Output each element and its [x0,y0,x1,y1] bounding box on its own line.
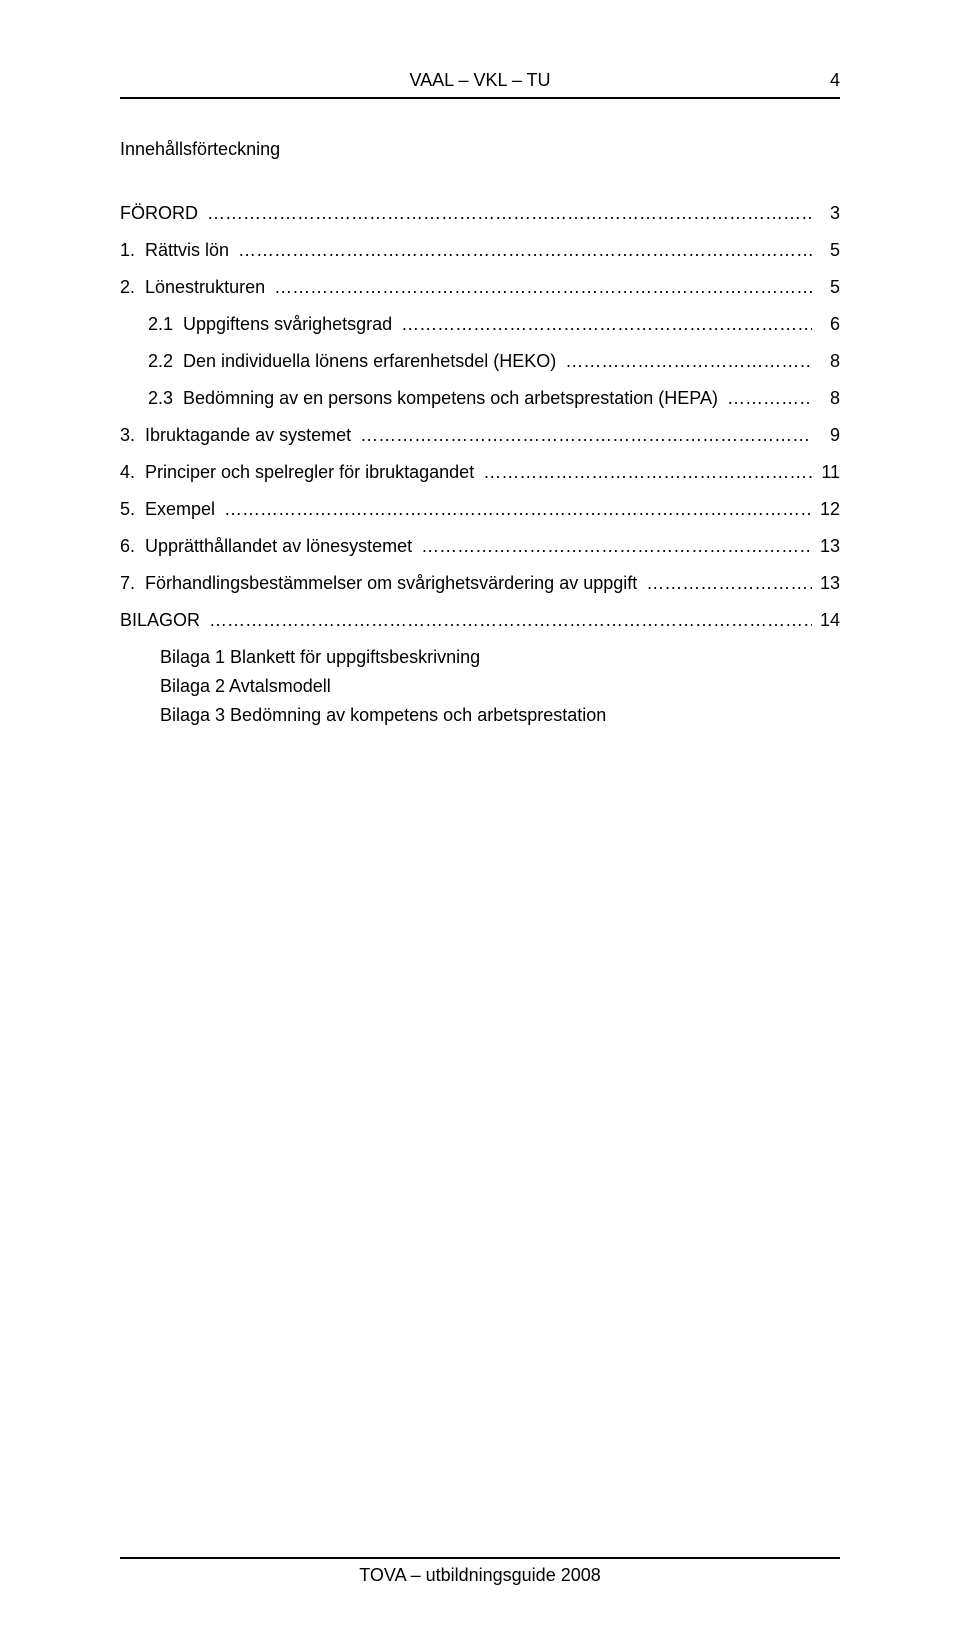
toc-entry-label: 2.1 Uppgiftens svårighetsgrad [148,311,397,338]
toc-leader: …………………………………………………………………………………………………………… [723,385,812,412]
toc-entry-label: 2.3 Bedömning av en persons kompetens oc… [148,385,723,412]
toc-row: 7. Förhandlingsbestämmelser om svårighet… [120,570,840,597]
toc-row: 1. Rättvis lön …………………………………………………………………… [120,237,840,264]
toc-entry-page: 13 [812,570,840,597]
toc-leader: …………………………………………………………………………………………………………… [479,459,812,486]
toc-entry-page: 11 [812,459,840,486]
toc-entry-page: 6 [812,311,840,338]
toc-row: 2.2 Den individuella lönens erfarenhetsd… [148,348,840,375]
toc-row: 2.3 Bedömning av en persons kompetens oc… [148,385,840,412]
toc-entry-label: 5. Exempel [120,496,220,523]
toc-entry-label: BILAGOR [120,607,205,634]
attachment-line: Bilaga 1 Blankett för uppgiftsbeskrivnin… [160,644,840,671]
toc-row: 4. Principer och spelregler för ibruktag… [120,459,840,486]
toc-leader: …………………………………………………………………………………………………………… [356,422,812,449]
toc-leader: …………………………………………………………………………………………………………… [561,348,812,375]
toc-heading: Innehållsförteckning [120,139,840,160]
toc-leader: …………………………………………………………………………………………………………… [234,237,812,264]
toc-entry-label: 2.2 Den individuella lönens erfarenhetsd… [148,348,561,375]
toc-entry-page: 3 [812,200,840,227]
spacer [120,731,840,1557]
toc-entry-page: 13 [812,533,840,560]
header-title: VAAL – VKL – TU [409,70,550,91]
toc-entry-label: FÖRORD [120,200,203,227]
toc-entry-label: 6. Upprätthållandet av lönesystemet [120,533,417,560]
toc-entry-page: 12 [812,496,840,523]
page-header: VAAL – VKL – TU 4 [120,70,840,97]
toc-entry-page: 8 [812,385,840,412]
toc-entry-label: 7. Förhandlingsbestämmelser om svårighet… [120,570,642,597]
page: VAAL – VKL – TU 4 Innehållsförteckning F… [0,0,960,1646]
toc-entry-label: 2. Lönestrukturen [120,274,270,301]
toc-entry-label: 1. Rättvis lön [120,237,234,264]
toc-row: BILAGOR ……………………………………………………………………………………… [120,607,840,634]
attachment-line: Bilaga 3 Bedömning av kompetens och arbe… [160,702,840,729]
toc-leader: …………………………………………………………………………………………………………… [642,570,812,597]
toc-entry-page: 9 [812,422,840,449]
toc-leader: …………………………………………………………………………………………………………… [417,533,812,560]
toc-entry-page: 5 [812,237,840,264]
toc-entry-label: 4. Principer och spelregler för ibruktag… [120,459,479,486]
page-footer: TOVA – utbildningsguide 2008 [120,1557,840,1586]
header-page-number: 4 [830,70,840,91]
toc-row: 3. Ibruktagande av systemet ………………………………… [120,422,840,449]
attachments-list: Bilaga 1 Blankett för uppgiftsbeskrivnin… [120,644,840,731]
toc-row: 2.1 Uppgiftens svårighetsgrad …………………………… [148,311,840,338]
toc-leader: …………………………………………………………………………………………………………… [220,496,812,523]
toc-entry-page: 8 [812,348,840,375]
toc-entry-label: 3. Ibruktagande av systemet [120,422,356,449]
toc-row: 5. Exempel ……………………………………………………………………………… [120,496,840,523]
footer-text: TOVA – utbildningsguide 2008 [120,1559,840,1586]
toc-leader: …………………………………………………………………………………………………………… [205,607,812,634]
toc-row: 6. Upprätthållandet av lönesystemet …………… [120,533,840,560]
toc-entry-page: 5 [812,274,840,301]
table-of-contents: FÖRORD ………………………………………………………………………………………… [120,200,840,644]
toc-row: 2. Lönestrukturen …………………………………………………………… [120,274,840,301]
toc-leader: …………………………………………………………………………………………………………… [203,200,812,227]
toc-leader: …………………………………………………………………………………………………………… [270,274,812,301]
toc-leader: …………………………………………………………………………………………………………… [397,311,812,338]
toc-row: FÖRORD ………………………………………………………………………………………… [120,200,840,227]
toc-entry-page: 14 [812,607,840,634]
header-rule [120,97,840,99]
attachment-line: Bilaga 2 Avtalsmodell [160,673,840,700]
